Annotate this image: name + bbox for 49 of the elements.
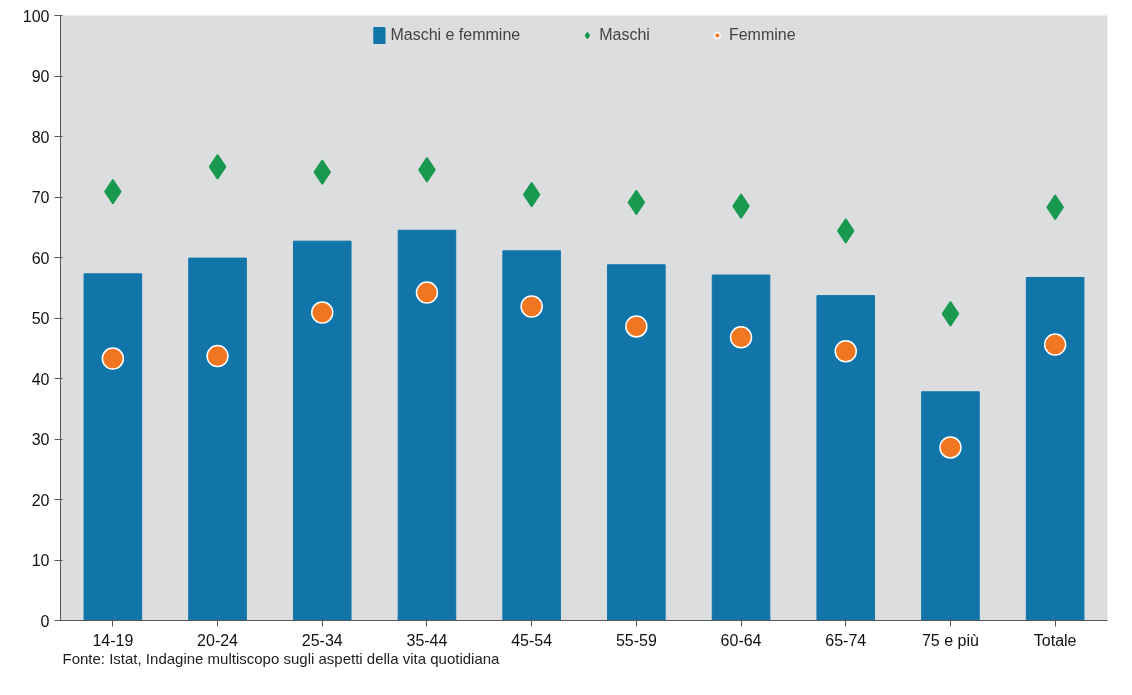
point [627,189,646,216]
point [834,340,857,363]
bar [188,257,247,621]
x-tick-label: 55-59 [615,631,657,649]
point [520,295,543,318]
bar [1025,276,1085,621]
x-tick-label: 60-64 [720,631,762,649]
y-tick-label: 70 [31,189,50,206]
y-tick-label: 50 [31,310,50,327]
point [939,436,962,459]
bar [607,264,666,621]
y-tick-label: 30 [31,431,50,448]
bar [292,240,352,621]
point [1043,333,1067,356]
point [941,301,960,327]
point [729,326,753,349]
legend-label: Maschi [599,26,650,44]
x-tick-label: 25-34 [301,631,343,649]
y-tick-label: 0 [40,612,50,630]
point [206,344,229,368]
source-note: Fonte: Istat, Indagine multiscopo sugli aspetti della vita quotidiana [62,649,501,667]
x-tick-label: 65-74 [825,631,867,649]
bar [397,229,457,621]
point [101,347,125,370]
x-tick-label: Totale [1033,631,1077,649]
y-tick-label: 40 [31,370,50,388]
point [522,181,541,208]
bar [711,274,771,621]
x-tick-label: 75 e più [921,631,979,649]
y-tick-label: 20 [31,491,50,509]
point [208,154,227,180]
y-tick-label: 100 [22,7,50,25]
legend-label: Femmine [728,26,796,44]
y-tick-label: 90 [31,68,50,85]
point [415,281,439,304]
point [625,315,648,338]
y-tick-label: 10 [31,552,50,569]
x-tick-label: 35-44 [406,631,448,649]
y-tick-label: 80 [31,128,50,146]
x-tick-label: 20-24 [197,631,239,649]
point [311,301,334,324]
x-tick-label: 14-19 [92,631,134,649]
y-tick-label: 60 [31,249,50,267]
x-tick-label: 45-54 [511,631,553,649]
bar [502,250,561,621]
bar [921,391,980,621]
bar [83,273,143,621]
legend-label: Maschi e femmine [390,26,521,44]
bar [816,295,876,621]
